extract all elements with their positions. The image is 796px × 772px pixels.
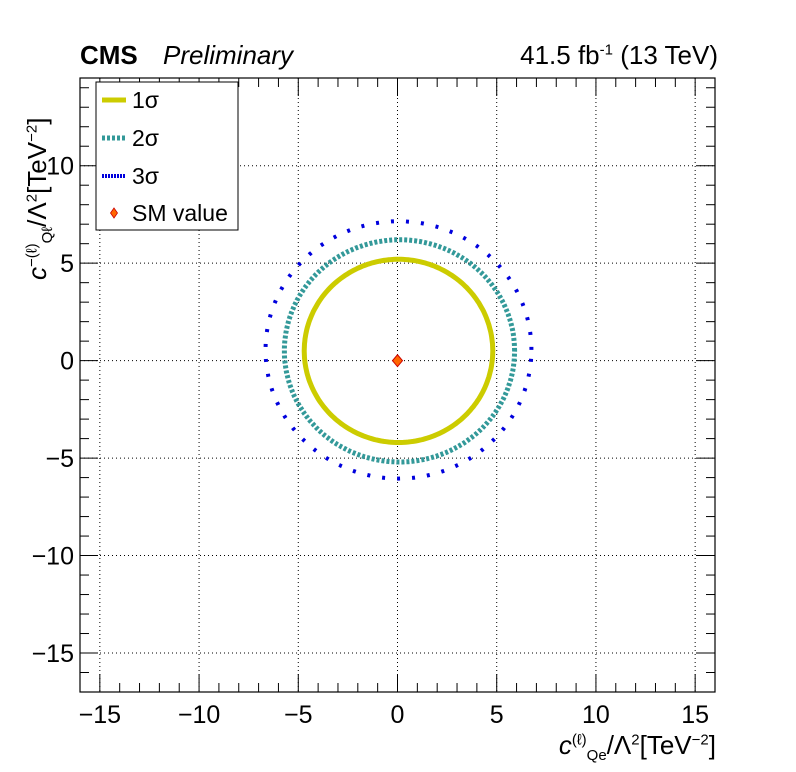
- legend-label: 1σ: [132, 87, 159, 113]
- x-axis-sup: (ℓ): [571, 731, 587, 749]
- y-tick-label: −10: [32, 543, 74, 571]
- y-axis-rest: /Λ: [22, 202, 52, 227]
- y-tick-label: −15: [32, 640, 74, 668]
- x-tick-label: 15: [681, 701, 709, 729]
- legend-label: 2σ: [132, 125, 159, 151]
- energy-label: (13 TeV): [612, 40, 718, 70]
- y-axis-symbol: c: [22, 267, 52, 280]
- contour-3sigma: [263, 219, 534, 481]
- status-label: Preliminary: [163, 40, 294, 70]
- x-axis-sub: Qe: [586, 747, 607, 765]
- x-tick-label: 10: [582, 701, 610, 729]
- x-axis-symbol: c: [558, 730, 572, 760]
- x-tick-label: −5: [284, 701, 313, 729]
- x-axis-close: ]: [708, 730, 716, 760]
- experiment-label: CMS: [80, 40, 138, 70]
- legend: 1σ 2σ 3σ SM value: [95, 81, 239, 231]
- x-tick-label: 0: [391, 701, 405, 729]
- axis-tick-labels: −15 −10 −5 0 5 10 15 −15 −10 −5 0 5 10: [32, 153, 709, 729]
- y-axis-close: ]: [22, 117, 52, 125]
- y-axis-unit: [TeV: [22, 141, 52, 194]
- y-tick-label: 10: [46, 153, 74, 181]
- axis-ticks: [79, 78, 716, 693]
- lumi-exponent: -1: [599, 41, 613, 59]
- y-axis-label: c−(ℓ)Qℓ/Λ2[TeV−2]: [22, 117, 56, 280]
- y-axis-rest-sup: 2: [23, 193, 41, 203]
- x-axis-rest: /Λ: [606, 730, 632, 760]
- x-tick-label: −15: [79, 701, 121, 729]
- x-axis-label: c(ℓ)Qe/Λ2[TeV−2]: [558, 730, 716, 763]
- legend-box: [95, 81, 239, 231]
- sm-point-marker: [391, 353, 404, 368]
- lumi-value: 41.5 fb: [520, 40, 600, 70]
- y-tick-label: 5: [60, 250, 74, 278]
- y-axis-sub: Qℓ: [39, 226, 57, 244]
- contours: [263, 219, 534, 481]
- luminosity-label: 41.5 fb-1 (13 TeV): [520, 42, 718, 68]
- x-tick-label: −10: [178, 701, 220, 729]
- x-axis-unit-sup: −2: [691, 731, 709, 749]
- contour-1sigma: [301, 256, 496, 445]
- legend-label: 3σ: [132, 163, 159, 189]
- y-axis-unit-sup: −2: [23, 124, 41, 142]
- y-axis-sup: −(ℓ): [23, 243, 41, 267]
- legend-swatch-sm: [110, 207, 118, 219]
- y-tick-label: 0: [60, 348, 74, 376]
- x-tick-label: 5: [490, 701, 504, 729]
- contour-2sigma: [281, 237, 518, 465]
- legend-label: SM value: [132, 200, 228, 226]
- x-axis-rest-sup: 2: [631, 731, 640, 749]
- y-tick-label: −5: [45, 445, 74, 473]
- x-axis-unit: [TeV: [639, 730, 692, 760]
